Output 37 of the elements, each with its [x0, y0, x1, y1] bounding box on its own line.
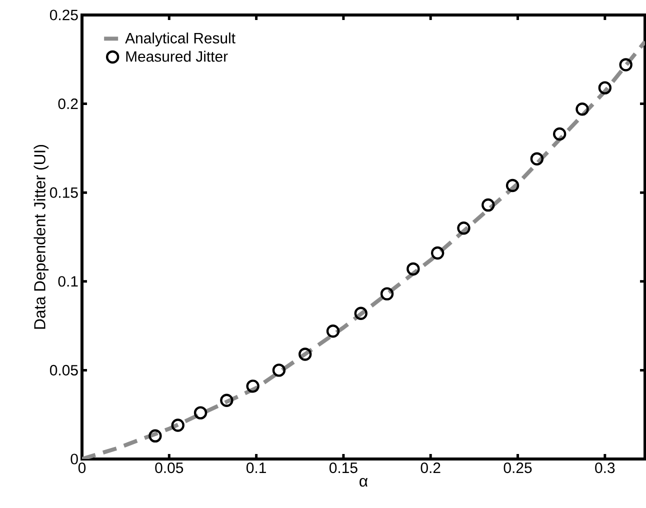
y-axis-title: Data Dependent Jitter (UI) [34, 145, 49, 329]
x-tick-label: 0.1 [246, 462, 266, 474]
point [553, 127, 566, 141]
point [576, 102, 589, 116]
point [406, 262, 420, 276]
point [430, 246, 444, 260]
point [171, 418, 184, 432]
point [506, 178, 520, 192]
y-tick-label: 0 [70, 454, 78, 464]
y-tick-label: 0.05 [50, 364, 78, 376]
point [326, 324, 340, 338]
x-tick-label: 0.15 [329, 462, 358, 474]
point [530, 152, 544, 166]
y-tick-label: 0.1 [58, 276, 78, 287]
point [598, 81, 612, 94]
point [246, 380, 260, 393]
point [354, 306, 368, 320]
x-tick-label: 0.2 [420, 462, 440, 474]
y-tick-label: 0.2 [58, 98, 78, 110]
x-tick-label: 0 [78, 462, 86, 474]
x-axis-title: α [360, 478, 368, 487]
point [619, 58, 632, 72]
point [148, 429, 162, 443]
point [457, 222, 470, 235]
legend-label: Analytical Result [125, 32, 236, 46]
point [298, 348, 312, 361]
point [482, 198, 495, 212]
y-tick-label: 0.15 [50, 187, 78, 198]
point [194, 406, 208, 420]
y-tick-label: 0.25 [50, 10, 78, 20]
point [380, 287, 394, 300]
x-tick-label: 0.05 [155, 462, 184, 474]
x-tick-label: 0.25 [504, 462, 532, 474]
x-tick-label: 0.3 [595, 462, 615, 474]
point [272, 364, 286, 377]
legend-label: Measured Jitter [126, 50, 228, 62]
point [220, 394, 234, 407]
